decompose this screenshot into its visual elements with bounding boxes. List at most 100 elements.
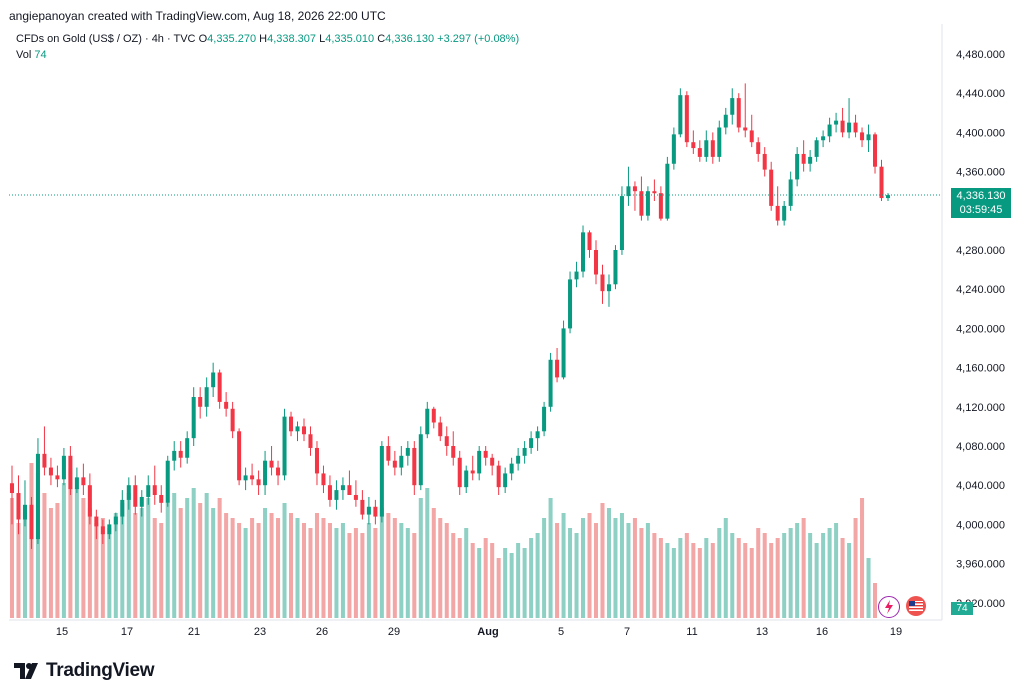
candle-body xyxy=(87,485,92,517)
volume-bar xyxy=(165,503,170,618)
volume-bar xyxy=(762,533,767,618)
candle-body xyxy=(412,447,417,486)
volume-bar xyxy=(35,473,40,618)
y-tick-label: 4,000.000 xyxy=(956,519,1005,531)
candle-body xyxy=(314,447,319,474)
candle-body xyxy=(561,328,566,378)
volume-bar xyxy=(522,548,527,618)
candle-body xyxy=(568,279,573,329)
candle-body xyxy=(470,470,475,474)
volume-bar xyxy=(178,508,183,618)
volume-bar xyxy=(314,513,319,618)
candle-body xyxy=(464,470,469,488)
volume-bar xyxy=(243,528,248,618)
candle-body xyxy=(736,98,741,128)
candle-body xyxy=(600,274,605,292)
footer-logo[interactable]: TradingView xyxy=(14,660,155,682)
volume-bar xyxy=(860,498,865,618)
volume-bar xyxy=(516,543,521,618)
candle-body xyxy=(782,205,787,221)
y-tick-label: 4,240.000 xyxy=(956,284,1005,296)
candle-body xyxy=(717,127,722,157)
volume-bar xyxy=(87,508,92,618)
candle-body xyxy=(405,447,410,456)
candle-body xyxy=(827,124,832,137)
candle-body xyxy=(61,455,66,480)
symbol-legend[interactable]: CFDs on Gold (US$ / OZ) · 4h · TVC O4,33… xyxy=(16,33,519,45)
volume-bar xyxy=(710,543,715,618)
candle-body xyxy=(373,506,378,517)
candle-body xyxy=(282,416,287,476)
candle-body xyxy=(340,485,345,491)
y-tick-label: 4,400.000 xyxy=(956,127,1005,139)
volume-bar xyxy=(282,503,287,618)
symbol-name: CFDs on Gold (US$ / OZ) · 4h · TVC xyxy=(16,33,196,45)
candle-body xyxy=(516,455,521,464)
y-tick-label: 4,040.000 xyxy=(956,480,1005,492)
volume-bar xyxy=(574,533,579,618)
high-label: H xyxy=(259,33,268,45)
volume-bar xyxy=(736,538,741,618)
candle-body xyxy=(769,169,774,206)
candle-body xyxy=(9,483,15,494)
volume-bar xyxy=(678,538,683,618)
last-price: 4,336.130 xyxy=(956,190,1006,202)
volume-bar xyxy=(470,543,475,618)
volume-bar xyxy=(691,543,696,618)
volume-bar xyxy=(730,533,735,618)
volume-bar xyxy=(451,533,456,618)
candle-body xyxy=(451,446,456,458)
volume-bar xyxy=(548,498,553,618)
volume-bar xyxy=(295,518,300,618)
volume-bar xyxy=(133,513,138,618)
volume-bar xyxy=(756,528,761,618)
x-tick-label: 26 xyxy=(316,626,328,638)
volume-bar xyxy=(321,518,326,618)
volume-bar xyxy=(366,523,371,618)
volume-bar xyxy=(340,523,345,618)
lightning-icon[interactable] xyxy=(878,596,900,618)
volume-bar xyxy=(431,508,436,618)
volume-bar xyxy=(704,538,709,618)
y-tick-label: 4,200.000 xyxy=(956,323,1005,335)
volume-bar xyxy=(276,518,281,618)
volume-bar xyxy=(509,553,514,618)
volume-bar xyxy=(490,543,495,618)
candle-body xyxy=(399,455,404,468)
candle-body xyxy=(710,140,715,157)
candle-body xyxy=(665,163,670,219)
candle-body xyxy=(847,122,852,133)
volume-bar xyxy=(250,518,255,618)
candle-body xyxy=(308,434,313,448)
candle-body xyxy=(697,148,702,157)
y-tick-label: 4,360.000 xyxy=(956,167,1005,179)
volume-bar xyxy=(626,523,631,618)
volume-bar xyxy=(347,533,352,618)
volume-bar xyxy=(606,508,611,618)
volume-bar xyxy=(613,518,618,618)
x-tick-label: 15 xyxy=(56,626,68,638)
us-flag-icon[interactable] xyxy=(906,596,926,616)
candle-body xyxy=(574,271,579,280)
volume-bar xyxy=(185,498,190,618)
volume-bar xyxy=(399,523,404,618)
candle-body xyxy=(801,153,806,164)
volume-bar xyxy=(684,533,689,618)
x-tick-label: 21 xyxy=(188,626,200,638)
candle-body xyxy=(879,166,884,199)
candle-body xyxy=(301,426,307,435)
x-tick-label: 23 xyxy=(254,626,266,638)
candle-body xyxy=(885,195,891,199)
candle-body xyxy=(353,495,358,500)
candle-body xyxy=(808,156,813,164)
volume-bar xyxy=(152,518,157,618)
candle-body xyxy=(581,232,586,272)
volume-bar xyxy=(587,513,592,618)
candle-body xyxy=(613,250,618,285)
volume-bar xyxy=(821,533,826,618)
volume-legend[interactable]: Vol 74 xyxy=(16,49,47,61)
volume-bar xyxy=(42,493,47,618)
x-tick-label: 16 xyxy=(816,626,828,638)
volume-bar xyxy=(801,518,806,618)
